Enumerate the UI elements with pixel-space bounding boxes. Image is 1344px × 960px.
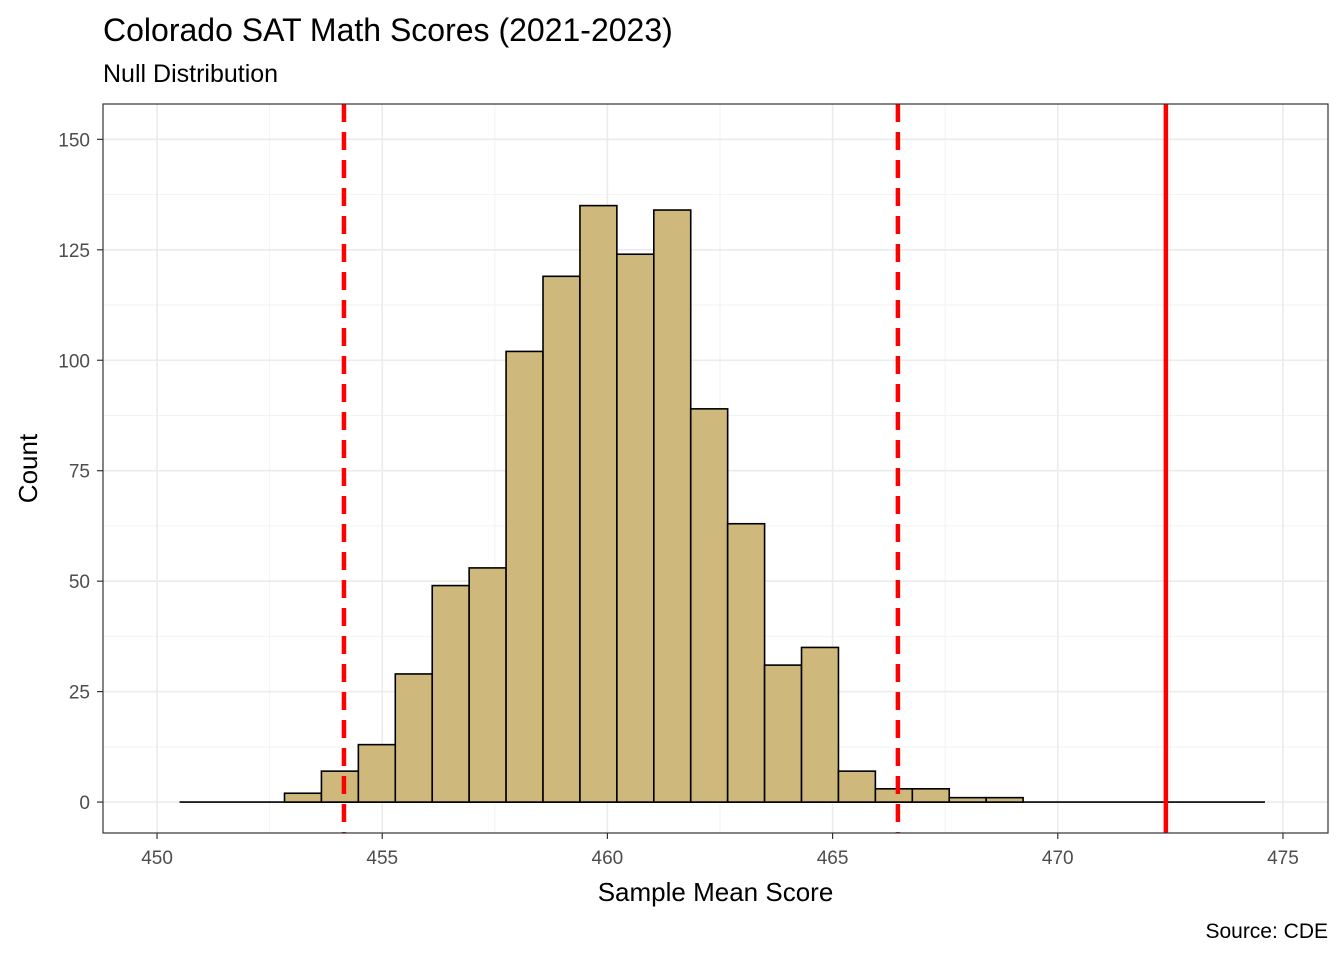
histogram-bar — [837, 770, 877, 803]
histogram-bar — [320, 770, 360, 803]
histogram-bar — [800, 646, 840, 803]
histogram-bar — [283, 792, 323, 803]
chart-subtitle: Null Distribution — [103, 60, 279, 88]
x-tick-label: 475 — [1267, 848, 1299, 869]
histogram-bar — [616, 253, 655, 803]
histogram-bar — [874, 788, 914, 803]
y-tick-label: 150 — [58, 130, 90, 151]
histogram-bar — [579, 204, 618, 803]
histogram-bar — [726, 522, 766, 803]
y-tick-label: 0 — [79, 793, 90, 814]
histogram-bar — [911, 788, 951, 803]
histogram-bar — [505, 350, 544, 803]
histogram-bar — [542, 275, 581, 803]
histogram-bar — [468, 567, 507, 803]
grid-lines — [103, 104, 1328, 833]
chart-caption: Source: CDE — [1205, 920, 1328, 943]
histogram-bar — [357, 743, 397, 803]
histogram-bar — [431, 584, 470, 803]
x-tick-label: 460 — [592, 848, 624, 869]
histogram-bars — [179, 204, 1265, 803]
reference-lines — [341, 104, 1169, 833]
x-tick-label: 465 — [817, 848, 849, 869]
histogram-bar — [652, 209, 692, 803]
histogram-bar — [763, 664, 803, 803]
histogram-bar — [394, 673, 434, 803]
y-tick-label: 50 — [69, 572, 90, 593]
histogram-bar — [948, 796, 987, 803]
y-tick-label: 100 — [58, 351, 90, 372]
histogram-bar — [689, 408, 729, 803]
y-tick-label: 75 — [69, 462, 90, 483]
x-tick-label: 455 — [366, 848, 398, 869]
y-tick-label: 125 — [58, 241, 90, 262]
axis-ticks: 450 455 460 465 470 475 0 25 50 75 100 125 150 — [58, 130, 1299, 869]
panel-border — [102, 103, 1329, 834]
y-tick-label: 25 — [69, 683, 90, 704]
y-axis-title: Count — [13, 433, 43, 503]
x-tick-label: 470 — [1042, 848, 1074, 869]
histogram-bar — [985, 796, 1024, 803]
x-axis-title: Sample Mean Score — [598, 877, 834, 907]
chart-title: Colorado SAT Math Scores (2021-2023) — [103, 12, 673, 48]
x-tick-label: 450 — [141, 848, 173, 869]
